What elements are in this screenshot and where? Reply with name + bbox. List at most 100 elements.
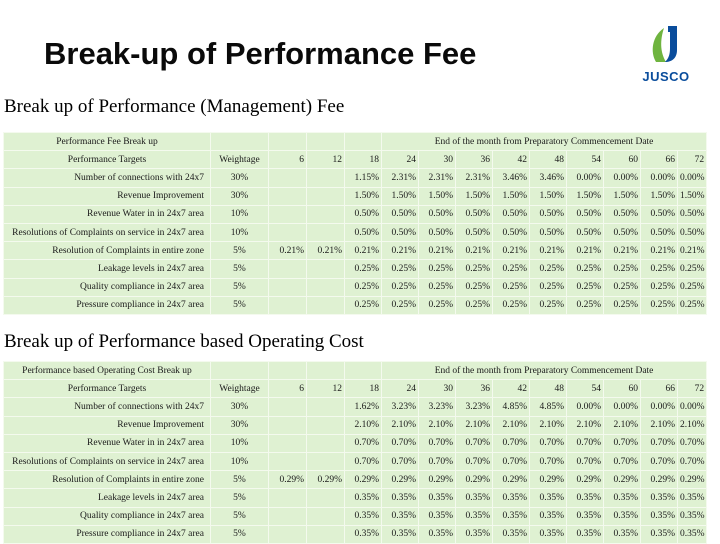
value-cell: 0.29% [566,470,604,490]
month-header: 60 [603,379,641,399]
weightage-header: Weightage [210,379,269,399]
value-cell: 0.25% [492,295,530,315]
value-cell: 0.29% [492,470,530,490]
value-cell: 0.50% [418,222,456,243]
value-cell: 0.35% [566,506,604,526]
target-label: Resolutions of Complaints on service in … [3,451,211,472]
value-cell: 1.50% [418,186,456,206]
value-cell: 0.25% [529,295,567,315]
weightage-cell: 5% [210,488,269,508]
value-cell: 2.10% [529,415,567,435]
target-label: Leakage levels in 24x7 area [3,488,211,508]
value-cell [268,506,307,526]
value-cell: 0.25% [381,277,419,297]
value-cell: 0.25% [344,295,382,315]
table-row: Number of connections with 24x7 30% 1.15% 2… [3,168,708,188]
table-header-row: Performance Targets Weightage 6 12 18 24… [3,150,708,170]
value-cell: 0.70% [566,451,604,472]
table-row: Quality compliance in 24x7 area 5% 0.35% 0.… [3,506,708,526]
value-cell: 0.70% [566,433,604,453]
value-cell: 3.23% [381,397,419,417]
target-label: Number of connections with 24x7 [3,397,211,417]
month-header: 42 [492,150,530,170]
value-cell: 0.35% [344,524,382,544]
value-cell: 0.25% [676,259,708,279]
value-cell [268,451,307,472]
weightage-cell: 10% [210,451,269,472]
value-cell [306,259,345,279]
month-header: 24 [381,150,419,170]
target-label: Resolution of Complaints in entire zone [3,470,211,490]
value-cell: 3.46% [492,168,530,188]
value-cell: 0.70% [455,451,493,472]
value-cell: 0.70% [529,433,567,453]
table-row: Leakage levels in 24x7 area 5% 0.25% 0.25% 0… [3,259,708,279]
value-cell: 0.35% [603,506,641,526]
value-cell: 0.50% [344,222,382,243]
value-cell: 0.21% [603,241,641,261]
value-cell: 0.50% [455,222,493,243]
value-cell [306,222,345,243]
value-cell [306,186,345,206]
target-label: Revenue Improvement [3,415,211,435]
value-cell: 0.29% [676,470,708,490]
value-cell: 0.50% [676,204,708,224]
month-header: 6 [268,379,307,399]
value-cell: 0.50% [529,204,567,224]
value-cell: 0.00% [676,168,708,188]
value-cell: 0.21% [306,241,345,261]
value-cell: 0.70% [529,451,567,472]
section-title-operating-cost: Break up of Performance based Operating … [4,331,364,352]
month-header: 30 [418,379,456,399]
value-cell: 0.35% [455,506,493,526]
value-cell: 0.35% [418,524,456,544]
table-row: Revenue Improvement 30% 1.50% 1.50% 1.50% 1.5… [3,186,708,206]
value-cell: 0.25% [381,295,419,315]
value-cell: 0.35% [566,488,604,508]
value-cell: 3.23% [455,397,493,417]
value-cell: 1.50% [455,186,493,206]
table-row: Leakage levels in 24x7 area 5% 0.35% 0.35% 0… [3,488,708,508]
value-cell: 0.29% [418,470,456,490]
value-cell: 0.25% [455,295,493,315]
value-cell: 0.21% [492,241,530,261]
value-cell [268,186,307,206]
value-cell: 0.25% [529,259,567,279]
value-cell: 0.25% [603,295,641,315]
value-cell: 1.62% [344,397,382,417]
value-cell: 0.00% [566,168,604,188]
value-cell: 0.70% [640,433,678,453]
value-cell: 0.50% [566,204,604,224]
value-cell: 0.50% [603,204,641,224]
period-header: End of the month from Preparatory Commen… [380,131,708,152]
value-cell: 0.00% [640,397,678,417]
value-cell [306,204,345,224]
value-cell: 2.10% [603,415,641,435]
value-cell: 0.50% [603,222,641,243]
value-cell [268,295,307,315]
value-cell: 0.50% [455,204,493,224]
value-cell: 0.70% [455,433,493,453]
value-cell [306,524,345,544]
value-cell: 1.50% [603,186,641,206]
table-row: Resolution of Complaints in entire zone 5… [3,470,708,490]
value-cell: 0.25% [492,277,530,297]
value-cell: 0.29% [455,470,493,490]
value-cell: 0.25% [566,259,604,279]
value-cell: 0.21% [529,241,567,261]
value-cell: 0.29% [268,470,307,490]
value-cell: 0.35% [676,488,708,508]
month-header: 54 [566,379,604,399]
month-header: 36 [455,379,493,399]
target-label: Leakage levels in 24x7 area [3,259,211,279]
target-label: Revenue Water in in 24x7 area [3,433,211,453]
value-cell: 0.29% [381,470,419,490]
weightage-cell: 5% [210,259,269,279]
value-cell [306,451,345,472]
value-cell [268,433,307,453]
value-cell [268,524,307,544]
month-header: 72 [676,150,708,170]
table-row: Revenue Improvement 30% 2.10% 2.10% 2.10% 2.1… [3,415,708,435]
value-cell: 1.15% [344,168,382,188]
section-title-management-fee: Break up of Performance (Management) Fee [4,96,345,117]
